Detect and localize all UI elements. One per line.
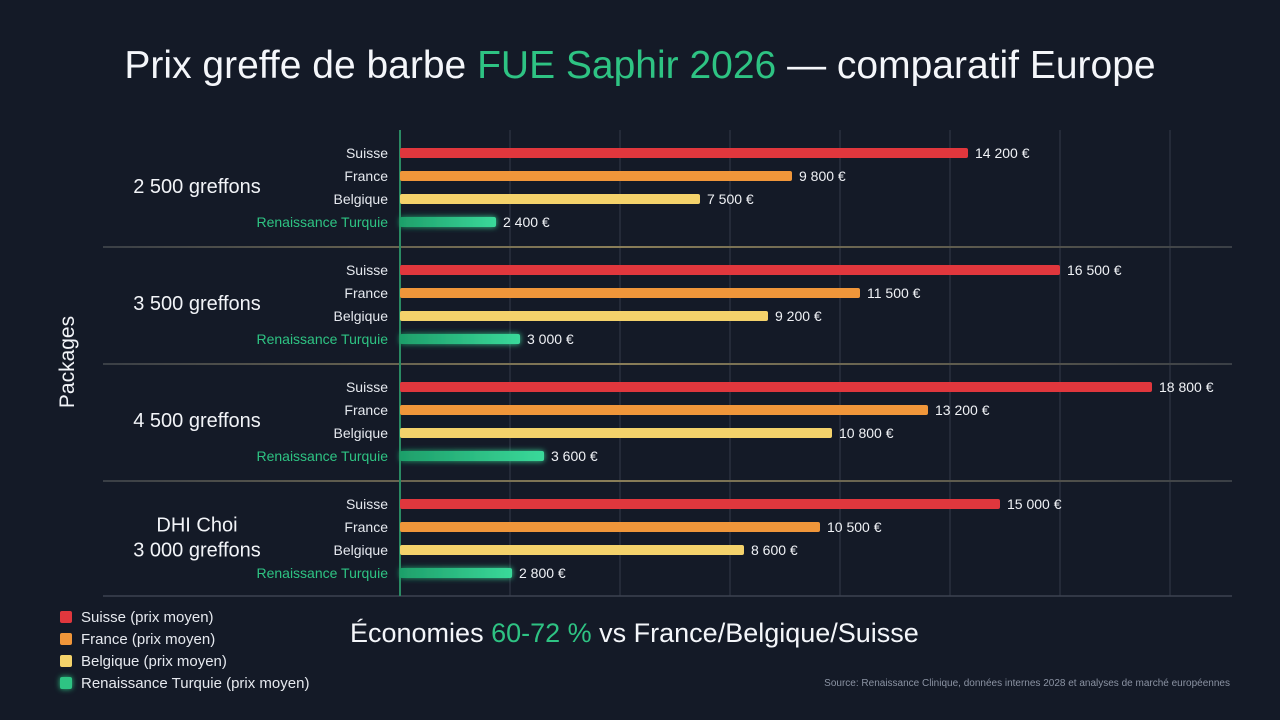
legend-item-turquie: Renaissance Turquie (prix moyen) (60, 672, 309, 694)
savings-suffix: vs France/Belgique/Suisse (591, 618, 919, 648)
value-label-suisse: 16 500 € (1067, 262, 1122, 278)
value-label-france: 13 200 € (935, 402, 990, 418)
legend-label-turquie: Renaissance Turquie (prix moyen) (81, 674, 310, 692)
legend: Suisse (prix moyen) France (prix moyen) … (60, 606, 309, 694)
value-label-turquie: 3 000 € (527, 331, 574, 347)
bar-turquie (400, 568, 512, 578)
title-prefix: Prix greffe de barbe (124, 44, 478, 87)
savings-highlight: 60-72 % (491, 618, 592, 648)
group-label-2-0: 4 500 greffons (133, 410, 261, 432)
category-label-turquie: Renaissance Turquie (256, 214, 388, 230)
category-label-france: France (344, 168, 388, 184)
legend-item-france: France (prix moyen) (60, 628, 309, 650)
value-label-belgique: 7 500 € (707, 191, 754, 207)
value-label-belgique: 9 200 € (775, 308, 822, 324)
legend-swatch-france (60, 633, 72, 645)
savings-callout: Économies 60-72 % vs France/Belgique/Sui… (350, 618, 919, 649)
category-label-belgique: Belgique (334, 191, 389, 207)
legend-swatch-belgique (60, 655, 72, 667)
value-label-turquie: 2 800 € (519, 565, 566, 581)
bar-suisse (400, 499, 1000, 509)
bar-belgique (400, 545, 744, 555)
value-label-suisse: 14 200 € (975, 145, 1030, 161)
bar-turquie (400, 334, 520, 344)
bar-turquie (400, 451, 544, 461)
value-label-belgique: 10 800 € (839, 425, 894, 441)
value-label-turquie: 3 600 € (551, 448, 598, 464)
legend-label-suisse: Suisse (prix moyen) (81, 608, 214, 626)
chart-title: Prix greffe de barbe FUE Saphir 2026 — c… (0, 44, 1280, 88)
value-label-suisse: 18 800 € (1159, 379, 1214, 395)
legend-swatch-turquie (60, 677, 72, 689)
bar-suisse (400, 148, 968, 158)
category-label-france: France (344, 519, 388, 535)
bar-france (400, 288, 860, 298)
category-label-france: France (344, 402, 388, 418)
legend-item-suisse: Suisse (prix moyen) (60, 606, 309, 628)
legend-item-belgique: Belgique (prix moyen) (60, 650, 309, 672)
bar-france (400, 405, 928, 415)
category-label-france: France (344, 285, 388, 301)
bar-turquie (400, 217, 496, 227)
y-axis-label: Packages (56, 315, 79, 409)
bar-suisse (400, 382, 1152, 392)
value-label-turquie: 2 400 € (503, 214, 550, 230)
bar-france (400, 171, 792, 181)
legend-label-belgique: Belgique (prix moyen) (81, 652, 227, 670)
bar-france (400, 522, 820, 532)
category-label-belgique: Belgique (334, 425, 389, 441)
category-label-belgique: Belgique (334, 308, 389, 324)
legend-label-france: France (prix moyen) (81, 630, 216, 648)
group-separator-0 (103, 246, 1232, 248)
value-label-france: 11 500 € (867, 285, 921, 301)
bar-belgique (400, 194, 700, 204)
title-highlight: FUE Saphir 2026 (477, 44, 777, 87)
group-label-0-0: 2 500 greffons (133, 176, 261, 198)
category-label-suisse: Suisse (346, 379, 388, 395)
category-label-turquie: Renaissance Turquie (256, 565, 388, 581)
group-separator-1 (103, 363, 1232, 365)
bar-belgique (400, 311, 768, 321)
value-label-france: 10 500 € (827, 519, 882, 535)
group-label-3-1: 3 000 greffons (133, 540, 261, 562)
legend-swatch-suisse (60, 611, 72, 623)
category-label-turquie: Renaissance Turquie (256, 448, 388, 464)
category-label-suisse: Suisse (346, 496, 388, 512)
bar-suisse (400, 265, 1060, 275)
value-label-belgique: 8 600 € (751, 542, 798, 558)
category-label-belgique: Belgique (334, 542, 389, 558)
title-suffix: — comparatif Europe (776, 44, 1156, 87)
source-note: Source: Renaissance Clinique, données in… (824, 678, 1230, 689)
group-label-1-0: 3 500 greffons (133, 293, 261, 315)
savings-prefix: Économies (350, 618, 492, 648)
value-label-suisse: 15 000 € (1007, 496, 1062, 512)
group-separator-2 (103, 480, 1232, 482)
value-label-france: 9 800 € (799, 168, 846, 184)
group-label-3-0: DHI Choi (156, 515, 237, 537)
category-label-suisse: Suisse (346, 262, 388, 278)
category-label-turquie: Renaissance Turquie (256, 331, 388, 347)
bar-belgique (400, 428, 832, 438)
category-label-suisse: Suisse (346, 145, 388, 161)
